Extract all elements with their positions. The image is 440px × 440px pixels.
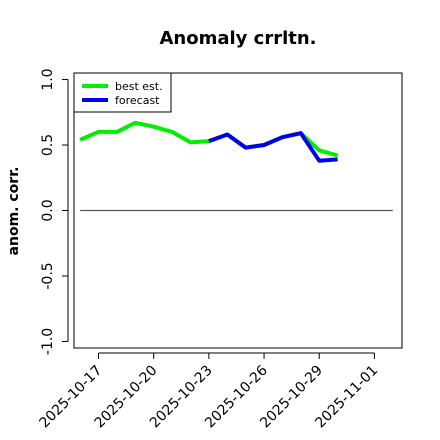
series-line-1 [208, 131, 338, 163]
y-tick-label-4: 1.0 [40, 68, 56, 90]
series-layer [79, 120, 339, 163]
legend-box [73, 72, 172, 113]
y-tick-label-1: -0.5 [40, 262, 56, 289]
plot-area-frame [73, 72, 403, 349]
legend: best est. forecast [73, 72, 172, 113]
chart-title: Anomaly crrltn. [159, 28, 316, 49]
legend-label-best-est: best est. [115, 80, 163, 93]
y-tick-label-2: 0.0 [40, 199, 56, 221]
x-axis: 2025-10-172025-10-202025-10-232025-10-26… [36, 352, 381, 431]
y-axis: -1.0 -0.5 0.0 0.5 1.0 [40, 68, 69, 355]
legend-label-forecast: forecast [115, 94, 160, 107]
y-tick-label-0: -1.0 [40, 328, 56, 355]
y-tick-label-3: 0.5 [40, 134, 56, 156]
y-axis-label: anom. corr. [6, 167, 22, 256]
